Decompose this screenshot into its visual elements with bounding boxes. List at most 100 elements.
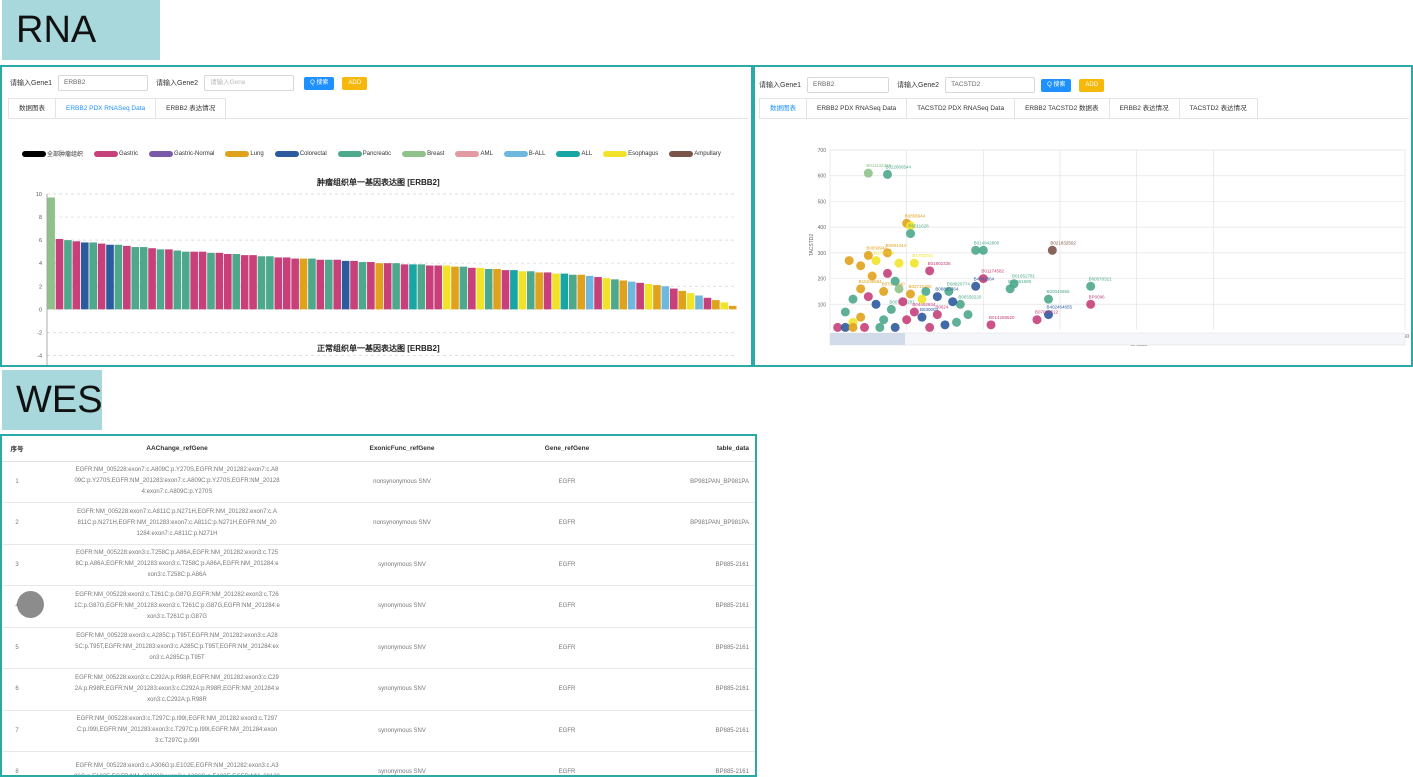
scatter-point[interactable]: [1005, 284, 1015, 294]
scatter-point[interactable]: [898, 297, 908, 307]
scatter-point[interactable]: [909, 307, 919, 317]
right-tab[interactable]: ERBB2 表达情况: [1108, 98, 1180, 118]
scatter-point[interactable]: [863, 168, 873, 178]
legend-item[interactable]: Colorectal: [274, 149, 327, 158]
scatter-point[interactable]: [925, 322, 935, 332]
scatter-point[interactable]: [894, 258, 904, 268]
scatter-point[interactable]: [867, 271, 877, 281]
expression-bar[interactable]: [434, 265, 442, 310]
scatter-point[interactable]: [890, 276, 900, 286]
legend-item[interactable]: Ampullary: [669, 149, 721, 158]
expression-bar[interactable]: [240, 255, 249, 310]
expression-bar[interactable]: [165, 249, 173, 310]
expression-bar[interactable]: [358, 262, 367, 310]
scatter-point[interactable]: [971, 245, 981, 255]
left-tab[interactable]: ERBB2 表达情况: [155, 98, 227, 118]
scatter-point[interactable]: [1044, 310, 1053, 320]
expression-bar[interactable]: [224, 253, 232, 310]
expression-bar[interactable]: [316, 259, 325, 310]
table-row[interactable]: 1 EGFR:NM_005228:exon7:c.A809C:p.Y270S,EG…: [2, 461, 755, 503]
table-row[interactable]: 3 EGFR:NM_005228:exon3:c.T258C:p.A86A,EGF…: [2, 544, 755, 586]
expression-bar[interactable]: [678, 290, 687, 310]
scatter-point[interactable]: [963, 310, 973, 320]
scatter-point[interactable]: [978, 274, 988, 284]
right-tab[interactable]: ERBB2 PDX RNASeq Data: [806, 98, 908, 118]
expression-bar[interactable]: [518, 271, 527, 310]
scatter-point[interactable]: [925, 266, 935, 276]
scatter-point[interactable]: [948, 297, 958, 307]
scatter-point[interactable]: [940, 320, 950, 330]
scatter-point[interactable]: [971, 281, 981, 291]
expression-bar[interactable]: [55, 238, 64, 310]
expression-bar[interactable]: [400, 264, 409, 310]
scatter-point[interactable]: [856, 312, 866, 322]
expression-bar[interactable]: [501, 270, 510, 310]
expression-bar[interactable]: [484, 268, 493, 310]
search-button[interactable]: Q 搜索: [1041, 78, 1072, 92]
expression-bar[interactable]: [686, 293, 695, 310]
expression-bar[interactable]: [190, 251, 198, 310]
expression-bar[interactable]: [459, 266, 468, 310]
expression-bar[interactable]: [476, 267, 485, 310]
scatter-point[interactable]: [986, 320, 996, 330]
scatter-point[interactable]: [906, 229, 915, 239]
table-row[interactable]: 8 EGFR:NM_005228:exon3:c.A306G:p.E102E,EG…: [2, 751, 755, 775]
legend-item[interactable]: Esophagus: [603, 149, 658, 158]
scatter-point[interactable]: [860, 322, 869, 332]
scatter-point[interactable]: [871, 299, 881, 309]
scatter-point[interactable]: [886, 304, 896, 314]
legend-item[interactable]: Gastric: [94, 149, 138, 158]
expression-bar[interactable]: [409, 264, 417, 310]
scatter-point[interactable]: [921, 286, 931, 296]
scatter-point[interactable]: [848, 322, 858, 332]
gene2-input[interactable]: TACSTD2: [945, 77, 1036, 93]
expression-bar[interactable]: [585, 275, 594, 310]
expression-bar[interactable]: [215, 252, 224, 310]
column-header[interactable]: AAChange_refGene: [32, 436, 322, 462]
expression-bar[interactable]: [282, 257, 291, 310]
expression-bar[interactable]: [392, 263, 400, 310]
scatter-point[interactable]: [1032, 315, 1042, 325]
expression-bar[interactable]: [535, 272, 543, 310]
scatter-point[interactable]: [890, 322, 900, 332]
expression-bar[interactable]: [198, 251, 207, 310]
expression-bar[interactable]: [106, 244, 114, 310]
zoom-slider-track[interactable]: [829, 332, 1406, 346]
legend-item[interactable]: ALL: [556, 149, 592, 158]
add-button[interactable]: ADD: [1079, 78, 1105, 92]
right-tab[interactable]: ERBB2 TACSTD2 数据表: [1014, 98, 1110, 118]
expression-bar[interactable]: [728, 305, 737, 310]
zoom-slider-handle[interactable]: [830, 333, 905, 345]
scatter-point[interactable]: [848, 294, 858, 304]
expression-bar[interactable]: [249, 255, 257, 310]
scatter-point[interactable]: [840, 307, 850, 317]
expression-bar[interactable]: [350, 260, 358, 310]
expression-bar[interactable]: [720, 302, 729, 310]
expression-bar[interactable]: [636, 282, 644, 310]
expression-bar[interactable]: [80, 242, 89, 310]
legend-item[interactable]: 全部肿瘤组织: [22, 149, 83, 158]
expression-bar[interactable]: [367, 262, 375, 310]
legend-item[interactable]: Breast: [402, 149, 444, 158]
expression-bar[interactable]: [341, 260, 350, 310]
legend-item[interactable]: AML: [455, 149, 493, 158]
left-tab[interactable]: ERBB2 PDX RNASeq Data: [55, 98, 157, 118]
scatter-point[interactable]: [894, 284, 904, 294]
expression-bar[interactable]: [543, 272, 552, 310]
expression-bar[interactable]: [139, 247, 148, 310]
expression-bar[interactable]: [577, 274, 586, 310]
scatter-point[interactable]: [952, 317, 961, 327]
scatter-point[interactable]: [856, 261, 866, 271]
table-row[interactable]: 5 EGFR:NM_005228:exon3:c.A285C:p.T95T,EGF…: [2, 627, 755, 669]
expression-bar[interactable]: [148, 248, 156, 310]
scatter-point[interactable]: [909, 258, 919, 268]
add-button[interactable]: ADD: [342, 76, 368, 90]
scatter-point[interactable]: [906, 221, 915, 231]
scatter-point[interactable]: [863, 250, 873, 260]
expression-bar[interactable]: [299, 258, 308, 310]
gene1-input[interactable]: ERBB2: [58, 75, 149, 91]
legend-item[interactable]: Gastric-Normal: [149, 149, 214, 158]
scatter-point[interactable]: [1086, 281, 1096, 291]
expression-bar[interactable]: [442, 265, 451, 310]
expression-bar[interactable]: [560, 273, 569, 310]
